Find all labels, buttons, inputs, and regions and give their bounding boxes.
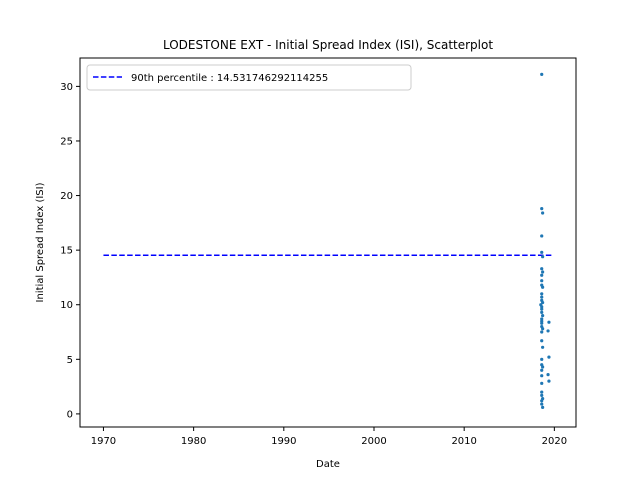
data-point — [540, 368, 544, 372]
data-point — [541, 285, 545, 289]
data-point — [541, 345, 545, 349]
data-point — [547, 379, 551, 383]
data-point — [540, 310, 544, 314]
y-axis-label: Initial Spread Index (ISI) — [35, 182, 46, 302]
data-point — [547, 320, 551, 324]
plot-layer — [103, 72, 552, 409]
data-point — [541, 300, 545, 305]
data-point — [540, 307, 544, 311]
data-point — [540, 402, 544, 406]
y-tick-label: 10 — [60, 300, 73, 311]
legend-label: 90th percentile : 14.531746292114255 — [131, 73, 328, 84]
y-tick-label: 15 — [60, 246, 73, 257]
data-point — [541, 270, 545, 274]
y-tick-label: 0 — [67, 409, 73, 420]
data-point — [547, 355, 551, 359]
x-tick-label: 1970 — [91, 436, 116, 447]
y-tick-label: 20 — [60, 191, 73, 202]
data-point — [540, 330, 544, 334]
data-point — [546, 372, 550, 377]
data-point — [540, 234, 544, 238]
data-point — [540, 279, 544, 283]
data-point — [540, 390, 544, 394]
x-tick-label: 1980 — [181, 436, 206, 447]
legend-box — [86, 64, 412, 91]
x-axis-label: Date — [316, 459, 340, 470]
data-point — [540, 250, 544, 254]
data-point — [541, 405, 545, 409]
data-point — [540, 295, 544, 299]
data-point — [541, 314, 545, 318]
plot-frame — [79, 57, 577, 428]
data-point — [540, 381, 544, 385]
data-point — [540, 267, 544, 271]
legend: 90th percentile : 14.531746292114255 — [86, 64, 412, 91]
data-point — [540, 357, 544, 361]
axis-ticks: 1970 1980 1990 2000 2010 2020 0 5 10 15 20 25 30 — [60, 82, 567, 447]
data-point — [540, 393, 544, 397]
x-tick-label: 2010 — [451, 436, 476, 447]
x-tick-label: 2000 — [361, 436, 386, 447]
data-point — [540, 374, 544, 378]
data-point — [546, 329, 550, 333]
x-tick-label: 2020 — [542, 436, 567, 447]
y-tick-label: 25 — [60, 136, 73, 147]
data-point — [540, 321, 544, 325]
data-point — [541, 255, 545, 259]
x-tick-label: 1990 — [271, 436, 296, 447]
y-tick-label: 5 — [67, 355, 73, 366]
data-point — [540, 207, 544, 211]
data-point — [540, 339, 544, 343]
data-point — [540, 273, 544, 277]
data-point — [540, 399, 544, 403]
data-point — [541, 211, 545, 215]
data-point — [540, 292, 544, 296]
data-point — [540, 72, 544, 76]
chart-title: LODESTONE EXT - Initial Spread Index (IS… — [163, 38, 493, 52]
data-point — [541, 327, 545, 331]
data-point — [541, 365, 545, 369]
y-tick-label: 30 — [60, 82, 73, 93]
